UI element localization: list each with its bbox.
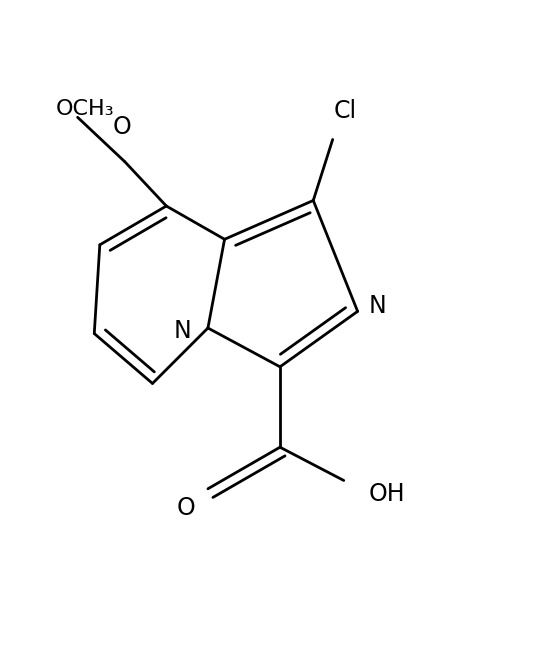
Text: O: O bbox=[176, 496, 195, 520]
Text: N: N bbox=[368, 294, 386, 318]
Text: N: N bbox=[174, 319, 192, 343]
Text: OH: OH bbox=[368, 482, 405, 506]
Text: Cl: Cl bbox=[333, 99, 356, 123]
Text: OCH₃: OCH₃ bbox=[55, 99, 114, 119]
Text: O: O bbox=[113, 115, 132, 140]
